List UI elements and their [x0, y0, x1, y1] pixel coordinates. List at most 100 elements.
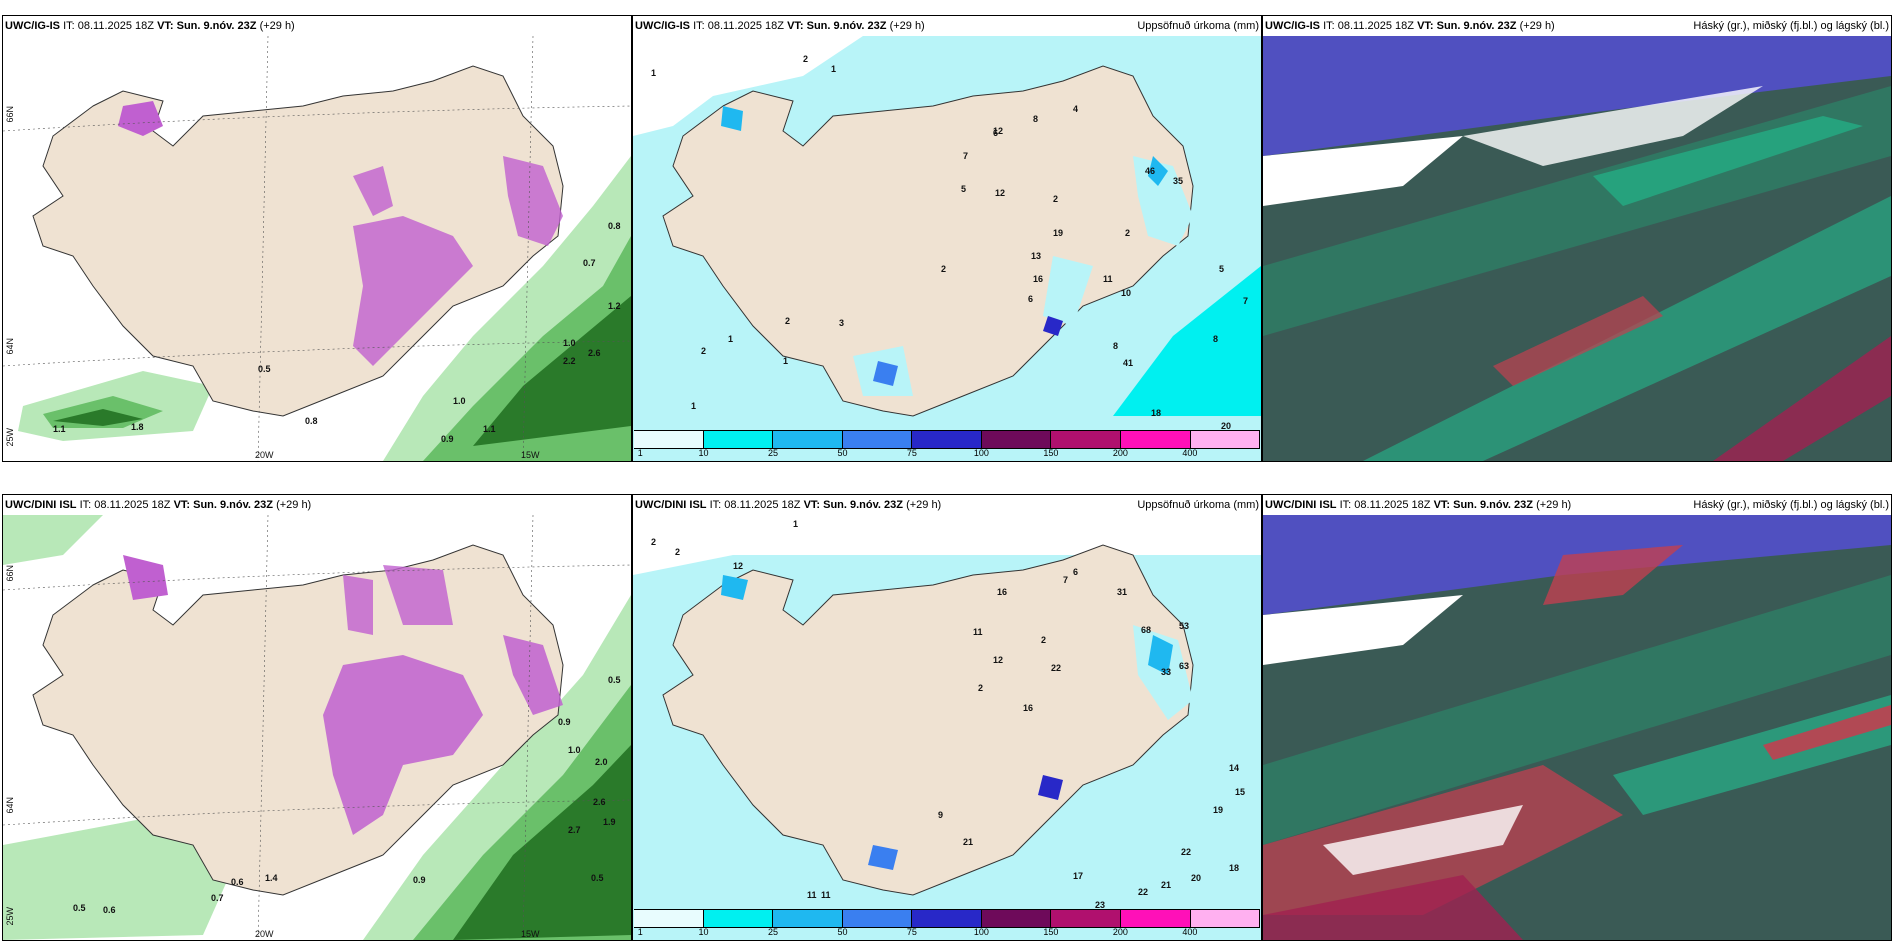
value-label: 1 — [651, 68, 657, 78]
value-label: 1 — [831, 64, 837, 74]
panel-header: UWC/IG-IS IT: 08.11.2025 18Z VT: Sun. 9.… — [1263, 16, 1891, 36]
valid-time: Sun. 9.nóv. 23Z — [193, 499, 273, 511]
value-label: 53 — [1179, 621, 1190, 631]
value-label: 4 — [1073, 104, 1079, 114]
value-label: 0.9 — [413, 875, 426, 885]
field-title: Háský (gr.), miðský (fj.bl.) og lágský (… — [1693, 499, 1889, 511]
it-label: IT: — [63, 20, 75, 32]
value-label: 2 — [1041, 635, 1047, 645]
legend-tick: 25 — [767, 448, 778, 458]
value-label: 11 — [807, 890, 817, 900]
value-label: 14 — [1229, 763, 1240, 773]
value-label: 19 — [1053, 228, 1064, 238]
field-title: Uppsöfnuð úrkoma (mm) — [1137, 499, 1259, 511]
value-label: 46 — [1145, 166, 1156, 176]
init-time: 08.11.2025 18Z — [707, 20, 784, 32]
value-label: 10 — [1121, 288, 1132, 298]
legend-tick: 100 — [973, 448, 989, 458]
valid-time: Sun. 9.nóv. 23Z — [823, 499, 903, 511]
value-label: 18 — [1229, 863, 1240, 873]
value-label: 8 — [1213, 334, 1219, 344]
value-label: 0.6 — [103, 905, 116, 915]
value-label: 21 — [1161, 880, 1172, 890]
valid-time: Sun. 9.nóv. 23Z — [806, 20, 887, 32]
value-label: 22 — [1138, 887, 1149, 897]
value-label: 2 — [1053, 194, 1059, 204]
legend-swatch — [634, 910, 704, 927]
legend-swatch — [981, 431, 1052, 448]
init-time: 08.11.2025 18Z — [724, 499, 801, 511]
value-label: 0.5 — [73, 903, 86, 913]
lead-time: (+29 h) — [889, 20, 925, 32]
value-label: 6 — [1028, 294, 1034, 304]
field-title: Uppsöfnuð úrkoma (mm) — [1137, 20, 1259, 32]
value-label: 0.9 — [441, 434, 454, 444]
value-label: 11 — [1103, 274, 1113, 284]
value-label: 2.7 — [568, 825, 581, 835]
value-label: 11 — [973, 627, 983, 637]
value-label: 1.0 — [453, 396, 466, 406]
value-label: 1.4 — [265, 873, 278, 883]
value-label: 6 — [1073, 567, 1079, 577]
model-name: UWC/DINI ISL — [635, 499, 707, 511]
legend-ticks: 1 10 25 50 75 100 150 200 400 — [634, 927, 1260, 939]
legend-tick: 200 — [1112, 448, 1128, 458]
value-label: 0.5 — [608, 675, 621, 685]
map-clouds — [1263, 515, 1891, 940]
legend-colorbar — [634, 909, 1261, 928]
value-label: 2.0 — [595, 757, 608, 767]
legend-tick: 10 — [698, 927, 709, 937]
panel-wind-ig-is: UWC/IG-IS IT: 08.11.2025 18Z VT: Sun. 9.… — [2, 15, 632, 462]
panel-wind-dini: UWC/DINI ISL IT: 08.11.2025 18Z VT: Sun.… — [2, 494, 632, 941]
model-name: UWC/DINI ISL — [5, 499, 77, 511]
field-title: Háský (gr.), miðský (fj.bl.) og lágský (… — [1693, 20, 1889, 32]
legend-swatch — [1051, 910, 1121, 927]
it-label: IT: — [79, 499, 92, 511]
legend-swatch — [912, 431, 982, 448]
value-label: 0.6 — [231, 877, 244, 887]
lead-time: (+29 h) — [259, 20, 295, 32]
value-label: 1 — [793, 519, 799, 529]
value-label: 2 — [701, 346, 707, 356]
legend-swatch — [773, 910, 843, 927]
legend-swatch — [1190, 910, 1261, 927]
lat-label: 64N — [5, 338, 15, 355]
value-label: 21 — [963, 837, 974, 847]
legend-tick: 200 — [1112, 927, 1128, 937]
value-label: 6 — [993, 128, 999, 138]
value-label: 2 — [785, 316, 791, 326]
value-label: 8 — [1033, 114, 1039, 124]
lead-time: (+29 h) — [276, 499, 312, 511]
legend-swatch — [842, 431, 913, 448]
precip-legend: 1 10 25 50 75 100 150 200 400 — [634, 909, 1261, 939]
value-label: 0.8 — [608, 221, 621, 231]
value-label: 31 — [1117, 587, 1128, 597]
value-label: 2 — [1125, 228, 1131, 238]
value-label: 17 — [1073, 871, 1084, 881]
value-label: 0.5 — [258, 364, 271, 374]
legend-swatch — [1051, 431, 1121, 448]
legend-swatch — [912, 910, 982, 927]
value-label: 7 — [963, 151, 969, 161]
panel-clouds-dini: UWC/DINI ISL IT: 08.11.2025 18Z VT: Sun.… — [1262, 494, 1892, 941]
value-label: 2 — [978, 683, 984, 693]
lat-label: 64N — [5, 797, 15, 814]
legend-colorbar — [634, 430, 1261, 449]
value-label: 12 — [995, 188, 1006, 198]
value-label: 68 — [1141, 625, 1152, 635]
valid-time: Sun. 9.nóv. 23Z — [1436, 20, 1517, 32]
precip-legend: 1 10 25 50 75 100 150 200 400 — [634, 430, 1261, 460]
model-name: UWC/IG-IS — [635, 20, 690, 32]
legend-swatch — [1120, 910, 1191, 927]
map-wind — [3, 515, 631, 940]
valid-time: Sun. 9.nóv. 23Z — [1453, 499, 1533, 511]
map-precip — [633, 515, 1261, 940]
value-label: 1.1 — [483, 424, 496, 434]
vt-label: VT: — [1433, 499, 1451, 511]
legend-tick: 10 — [698, 448, 709, 458]
legend-swatch — [1120, 431, 1191, 448]
value-label: 2 — [803, 54, 809, 64]
it-label: IT: — [709, 499, 722, 511]
value-label: 19 — [1213, 805, 1224, 815]
value-label: 2.2 — [563, 356, 576, 366]
